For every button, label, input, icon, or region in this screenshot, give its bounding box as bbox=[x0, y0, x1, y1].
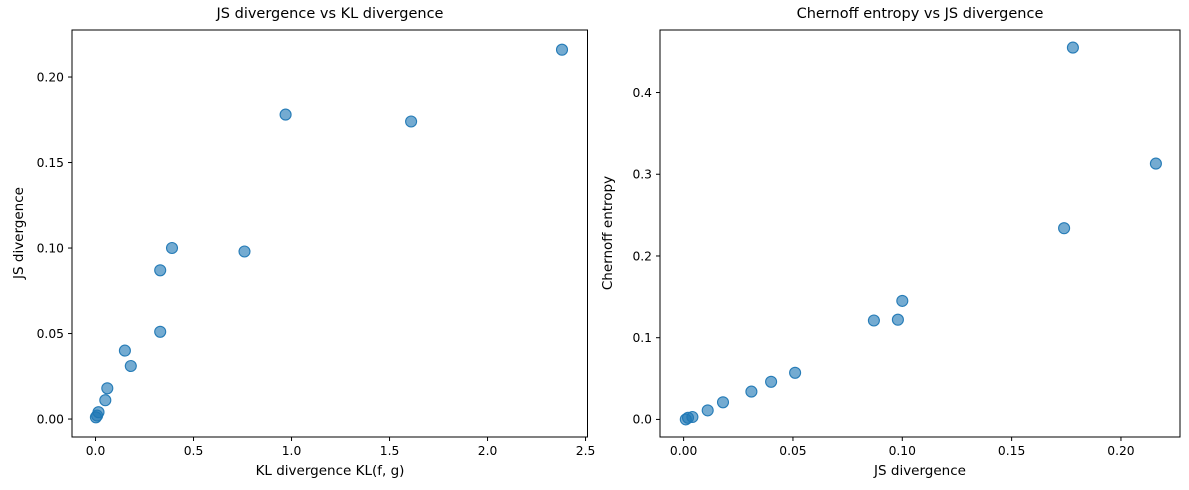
x-tick-label: 1.5 bbox=[380, 444, 400, 458]
data-point bbox=[99, 394, 112, 407]
data-point bbox=[867, 314, 880, 327]
left-chart-xlabel: KL divergence KL(f, g) bbox=[255, 463, 405, 479]
y-tick-label: 0.20 bbox=[37, 70, 64, 84]
data-point bbox=[765, 375, 778, 388]
left-chart-title: JS divergence vs KL divergence bbox=[216, 6, 444, 22]
x-tick-label: 0.05 bbox=[779, 444, 806, 458]
y-tick-label: 0.00 bbox=[37, 412, 64, 426]
axes-frame bbox=[659, 29, 1181, 438]
x-tick-label: 0.5 bbox=[184, 444, 204, 458]
y-tick-label: 0.4 bbox=[632, 86, 652, 100]
right-chart-ylabel: Chernoff entropy bbox=[600, 175, 616, 291]
data-point bbox=[1066, 41, 1079, 54]
data-point bbox=[701, 404, 714, 417]
data-point bbox=[405, 115, 418, 128]
data-point bbox=[101, 382, 114, 395]
data-point bbox=[555, 43, 569, 56]
y-tick-label: 0.15 bbox=[37, 156, 64, 170]
data-point bbox=[686, 410, 699, 424]
data-point bbox=[165, 241, 179, 255]
x-tick-label: 2.0 bbox=[478, 444, 498, 458]
y-tick-label: 0.10 bbox=[37, 241, 64, 255]
data-point bbox=[124, 359, 137, 373]
data-point bbox=[896, 294, 909, 307]
data-point bbox=[279, 108, 292, 121]
data-point bbox=[154, 264, 167, 277]
y-tick-label: 0.05 bbox=[37, 327, 64, 341]
data-point bbox=[238, 245, 251, 258]
y-tick-label: 0.2 bbox=[632, 249, 652, 263]
data-point bbox=[1149, 157, 1162, 170]
x-tick-label: 0.10 bbox=[889, 444, 916, 458]
left-chart-ylabel: JS divergence bbox=[11, 187, 27, 279]
right-plot: 0.00 0.05 0.10 0.15 0.20 0.0 0.1 0.2 0.3 0.4 bbox=[632, 29, 1181, 458]
data-point bbox=[891, 313, 904, 326]
data-point bbox=[789, 366, 802, 379]
x-tick-label: 0.0 bbox=[86, 444, 106, 458]
data-point bbox=[745, 385, 758, 398]
right-chart-xlabel: JS divergence bbox=[874, 463, 966, 479]
axes-frame bbox=[71, 29, 588, 438]
y-tick-label: 0.1 bbox=[632, 331, 652, 345]
data-point bbox=[118, 344, 131, 357]
x-tick-label: 0.15 bbox=[998, 444, 1025, 458]
data-point bbox=[92, 406, 105, 419]
x-tick-label: 1.0 bbox=[282, 444, 302, 458]
x-tick-label: 0.00 bbox=[670, 444, 697, 458]
right-chart-title: Chernoff entropy vs JS divergence bbox=[796, 6, 1044, 22]
data-point bbox=[154, 325, 167, 338]
y-tick-label: 0.0 bbox=[632, 413, 652, 427]
y-tick-label: 0.3 bbox=[632, 168, 652, 182]
x-tick-label: 0.20 bbox=[1107, 444, 1134, 458]
data-point bbox=[716, 396, 730, 409]
left-plot: 0.0 0.5 1.0 1.5 2.0 2.5 0.00 0.05 0.10 0.15 0.20 bbox=[37, 29, 596, 458]
x-tick-label: 2.5 bbox=[576, 444, 596, 458]
data-point bbox=[1058, 222, 1071, 235]
